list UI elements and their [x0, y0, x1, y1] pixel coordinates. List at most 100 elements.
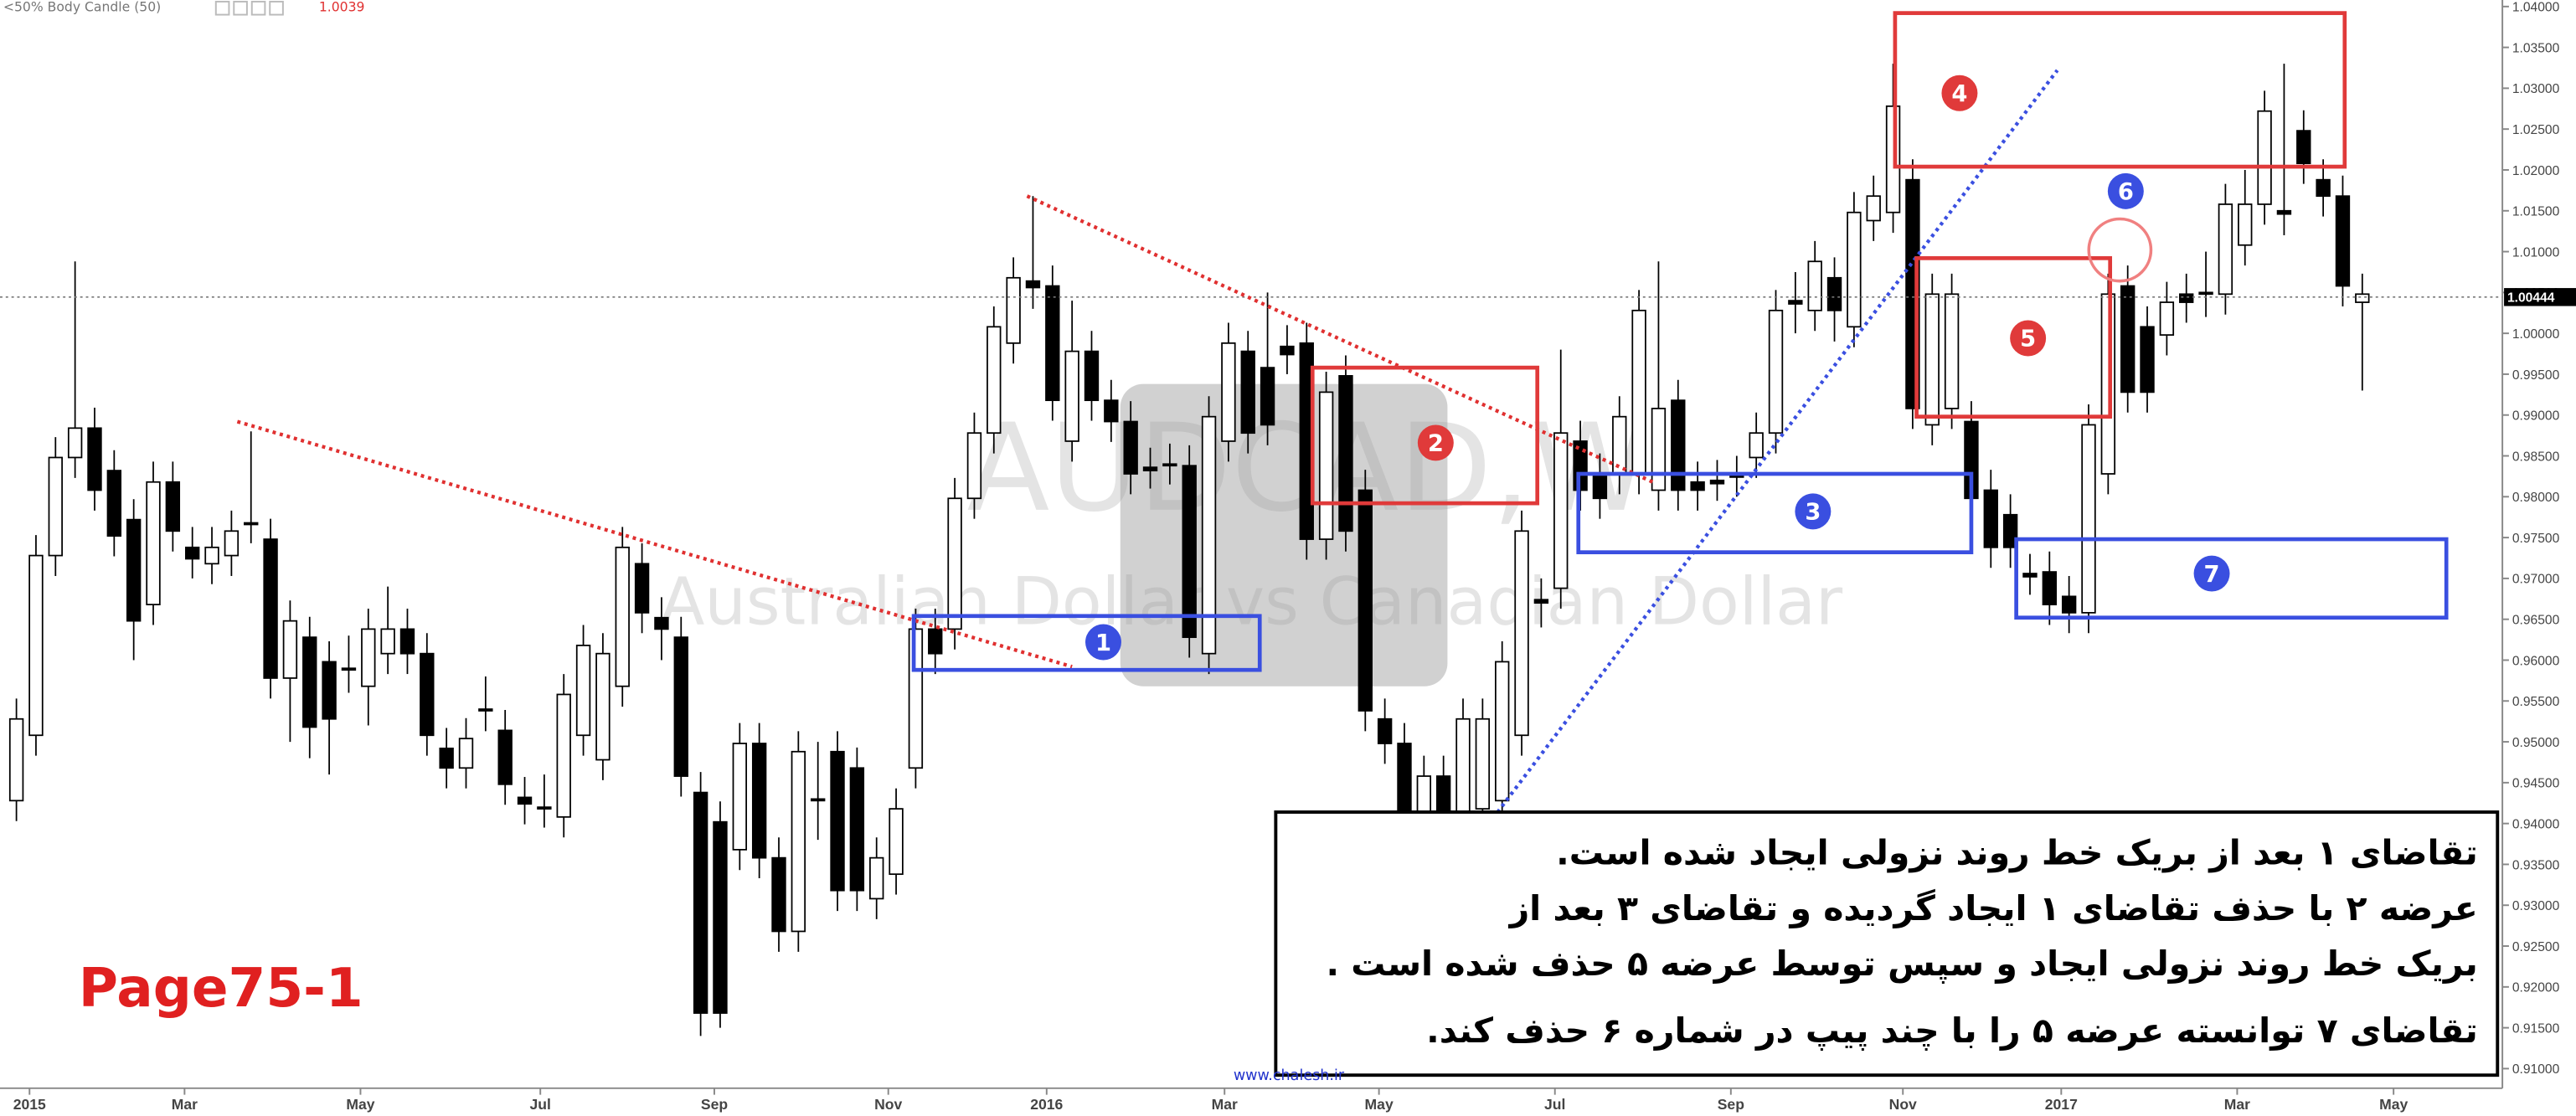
candle-body — [1514, 530, 1529, 737]
candle-body — [1788, 300, 1803, 305]
candle-body — [126, 518, 142, 622]
candle-body — [1495, 661, 1510, 802]
candle-body — [2042, 571, 2058, 606]
zone-badge — [2010, 320, 2047, 357]
y-tick-label: 0.94500 — [2512, 777, 2560, 791]
indicator-name: <50% Body Candle (50) — [3, 0, 161, 15]
candle-body — [1221, 342, 1236, 442]
candle-body — [1533, 599, 1549, 604]
y-tick-label: 1.03500 — [2512, 41, 2560, 55]
candle-body — [673, 636, 688, 777]
candle-body — [1045, 285, 1060, 402]
x-tick-label: Sep — [1718, 1096, 1744, 1113]
candle-body — [2335, 195, 2351, 287]
x-tick-label: May — [2379, 1096, 2408, 1113]
y-tick-label: 0.92500 — [2512, 940, 2560, 954]
indicator-value: 1.0039 — [319, 0, 365, 15]
candle-body — [1749, 432, 1764, 459]
candle-body — [2198, 291, 2213, 296]
zone-badge — [1417, 424, 1454, 461]
candle-body — [2159, 301, 2175, 336]
candle-body — [1709, 479, 1725, 485]
candle-body — [2179, 293, 2194, 303]
candle-body — [1651, 408, 1667, 491]
y-tick-label: 1.00000 — [2512, 327, 2560, 342]
indicator-buttons — [214, 0, 284, 16]
candle-body — [204, 546, 219, 565]
last-price-box — [2504, 288, 2576, 306]
y-tick-label: 1.02500 — [2512, 123, 2560, 137]
indicator-button — [233, 0, 248, 16]
candle-body — [165, 481, 181, 532]
website: www.chalesh.ir — [1234, 1067, 1345, 1084]
zone-badge — [2107, 172, 2144, 209]
candle-body — [1240, 350, 1255, 435]
x-tick-label: Jul — [530, 1096, 551, 1113]
candle-body — [732, 743, 748, 851]
candle-body — [282, 620, 298, 679]
candle-body — [28, 554, 44, 737]
candle-body — [713, 820, 728, 1014]
note-line: بریک خط روند نزولی ایجاد و سپس توسط عرضه… — [1326, 944, 2477, 985]
zone — [1893, 11, 2347, 169]
candle-body — [341, 667, 357, 671]
candle-body — [1671, 399, 1686, 491]
candle-body — [1318, 391, 1334, 540]
indicator-button — [250, 0, 266, 16]
y-tick-label: 0.93500 — [2512, 858, 2560, 872]
candle-body — [399, 628, 415, 655]
candle-body — [185, 546, 200, 560]
x-tick-label: 2015 — [13, 1096, 46, 1113]
candle-body — [439, 747, 454, 769]
y-tick-label: 0.92000 — [2512, 981, 2560, 995]
y-tick-label: 1.03000 — [2512, 82, 2560, 96]
candle-body — [1866, 195, 1881, 222]
x-tick-label: Mar — [172, 1096, 198, 1113]
indicator-button — [214, 0, 230, 16]
y-tick-label: 1.01000 — [2512, 245, 2560, 260]
candle-body — [1104, 399, 1119, 423]
candle-body — [771, 856, 786, 933]
candle-body — [244, 522, 259, 526]
y-tick-label: 1.04000 — [2512, 1, 2560, 15]
y-tick-label: 0.95000 — [2512, 736, 2560, 750]
candle-body — [497, 729, 513, 785]
zone-label: 3 — [1805, 500, 1821, 526]
watermark-name: Australian Dollar vs Canadian Dollar — [660, 565, 1843, 640]
y-tick-label: 0.99500 — [2512, 368, 2560, 383]
candle-body — [556, 693, 571, 818]
x-tick-label: Mar — [1212, 1096, 1238, 1113]
candle-body — [1475, 717, 1491, 810]
candle-body — [595, 652, 611, 761]
zone-badge — [2193, 555, 2230, 592]
y-tick-label: 0.94000 — [2512, 818, 2560, 832]
zone — [1576, 471, 1974, 555]
candle-body — [966, 432, 982, 500]
x-tick-label: May — [346, 1096, 374, 1113]
candle-body — [380, 628, 395, 655]
candle-body — [830, 750, 845, 892]
indicator-button — [269, 0, 284, 16]
candle-body — [2002, 513, 2018, 548]
candle-body — [106, 470, 122, 537]
candle-body — [947, 497, 962, 630]
candle-body — [1142, 466, 1158, 471]
candle-body — [987, 326, 1002, 435]
candle-body — [1280, 345, 1295, 356]
candle-body — [420, 652, 435, 737]
candle-body — [458, 738, 474, 769]
candle-body — [87, 427, 102, 491]
candle-body — [2355, 293, 2370, 303]
candle-body — [2120, 285, 2136, 393]
x-tick-label: May — [1365, 1096, 1394, 1113]
zone — [911, 614, 1262, 672]
x-tick-label: Nov — [1889, 1096, 1917, 1113]
candle-body — [1182, 465, 1197, 639]
candle-body — [2022, 573, 2038, 578]
candle-body — [48, 456, 63, 557]
zone — [1310, 365, 1540, 506]
candle-body — [654, 616, 669, 630]
zone-label: 4 — [1951, 81, 1967, 107]
